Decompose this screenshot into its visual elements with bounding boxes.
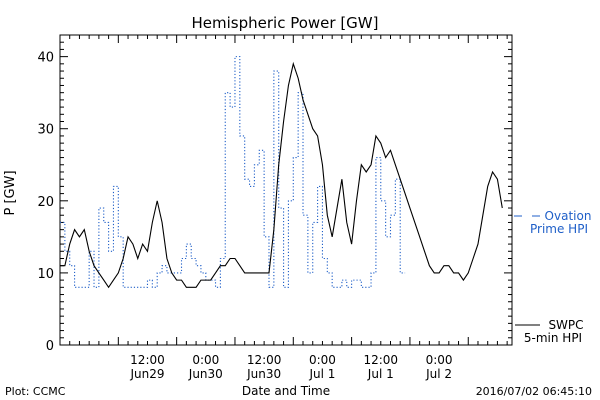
y-tick-label: 20 bbox=[37, 195, 54, 210]
x-tick-label-date: Jun29 bbox=[129, 367, 164, 381]
series-swpc-line bbox=[60, 61, 503, 289]
y-axis-label: P [GW] bbox=[3, 170, 18, 215]
series-ovation-prime-line bbox=[60, 56, 406, 288]
legend: SWPC 5-min HPI Ovation Prime HPI bbox=[514, 209, 591, 345]
y-tick-label: 40 bbox=[37, 51, 54, 66]
y-tick-label: 30 bbox=[37, 123, 54, 138]
x-tick-label-date: Jun30 bbox=[246, 367, 281, 381]
x-tick-label-time: 0:00 bbox=[426, 353, 453, 367]
x-tick-label-time: 12:00 bbox=[130, 353, 165, 367]
x-tick-label-time: 0:00 bbox=[309, 353, 336, 367]
y-tick-label: 10 bbox=[37, 267, 54, 282]
legend-ovation-label1: Ovation bbox=[545, 209, 592, 223]
x-tick-label-date: Jul 2 bbox=[425, 367, 452, 381]
x-axis-label: Date and Time bbox=[242, 384, 330, 398]
legend-swpc-label2: 5-min HPI bbox=[524, 331, 582, 345]
legend-swpc-label1: SWPC bbox=[548, 318, 583, 332]
y-tick-label: 0 bbox=[46, 339, 54, 354]
footer-timestamp: 2016/07/02 06:45:10 bbox=[476, 385, 592, 398]
plot-frame bbox=[59, 34, 513, 346]
footer-plot-credit: Plot: CCMC bbox=[5, 385, 66, 398]
x-tick-label-time: 12:00 bbox=[247, 353, 282, 367]
x-tick-label-date: Jun30 bbox=[188, 367, 223, 381]
x-tick-label-time: 0:00 bbox=[192, 353, 219, 367]
legend-ovation-label2: Prime HPI bbox=[530, 222, 588, 236]
y-axis: 0 10 20 30 40 bbox=[37, 41, 512, 354]
chart-title: Hemispheric Power [GW] bbox=[192, 14, 379, 32]
x-tick-label-time: 12:00 bbox=[363, 353, 398, 367]
x-tick-label-date: Jul 1 bbox=[367, 367, 394, 381]
x-tick-label-date: Jul 1 bbox=[308, 367, 335, 381]
